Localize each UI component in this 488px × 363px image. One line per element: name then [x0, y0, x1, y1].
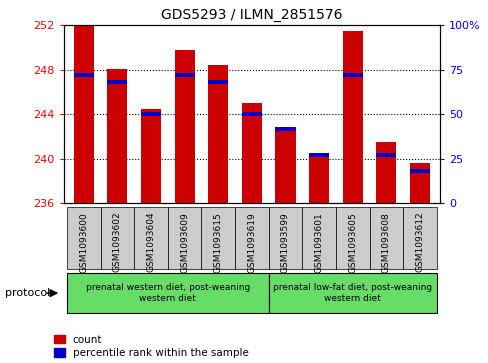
Bar	[275, 127, 295, 131]
Bar	[335, 207, 369, 269]
Text: protocol: protocol	[5, 288, 50, 298]
Text: GSM1093612: GSM1093612	[415, 212, 424, 273]
Bar	[375, 153, 396, 157]
Bar	[67, 207, 101, 269]
Legend: count, percentile rank within the sample: count, percentile rank within the sample	[54, 335, 248, 358]
Text: GSM1093600: GSM1093600	[79, 212, 88, 273]
Bar	[302, 207, 335, 269]
Bar	[409, 163, 429, 203]
Bar	[141, 113, 161, 116]
Bar	[208, 80, 228, 84]
Bar	[241, 103, 262, 203]
Bar	[67, 273, 268, 313]
Text: prenatal low-fat diet, post-weaning
western diet: prenatal low-fat diet, post-weaning west…	[273, 284, 431, 303]
Bar	[402, 207, 436, 269]
Text: GSM1093609: GSM1093609	[180, 212, 189, 273]
Bar	[308, 153, 328, 203]
Bar	[174, 50, 194, 203]
Bar	[375, 142, 396, 203]
Bar	[409, 169, 429, 173]
Bar	[235, 207, 268, 269]
Text: GSM1093619: GSM1093619	[247, 212, 256, 273]
Bar	[369, 207, 402, 269]
Bar	[74, 25, 94, 203]
Bar	[201, 207, 235, 269]
Bar	[174, 73, 194, 77]
Bar	[107, 80, 127, 84]
Bar	[342, 31, 362, 203]
Bar	[268, 273, 436, 313]
Title: GDS5293 / ILMN_2851576: GDS5293 / ILMN_2851576	[161, 8, 342, 22]
Bar	[275, 131, 295, 203]
Text: GSM1093599: GSM1093599	[281, 212, 289, 273]
Text: prenatal western diet, post-weaning
western diet: prenatal western diet, post-weaning west…	[85, 284, 249, 303]
Bar	[268, 207, 302, 269]
Text: GSM1093608: GSM1093608	[381, 212, 390, 273]
Bar	[107, 69, 127, 203]
Bar	[208, 65, 228, 203]
Bar	[167, 207, 201, 269]
Text: GSM1093601: GSM1093601	[314, 212, 323, 273]
Bar	[74, 73, 94, 77]
Text: GSM1093604: GSM1093604	[146, 212, 155, 273]
Text: GSM1093615: GSM1093615	[213, 212, 222, 273]
Bar	[141, 109, 161, 203]
Bar	[308, 153, 328, 157]
Bar	[342, 73, 362, 77]
Bar	[134, 207, 167, 269]
Bar	[101, 207, 134, 269]
Text: GSM1093602: GSM1093602	[113, 212, 122, 273]
Bar	[241, 113, 262, 116]
Text: GSM1093605: GSM1093605	[347, 212, 356, 273]
